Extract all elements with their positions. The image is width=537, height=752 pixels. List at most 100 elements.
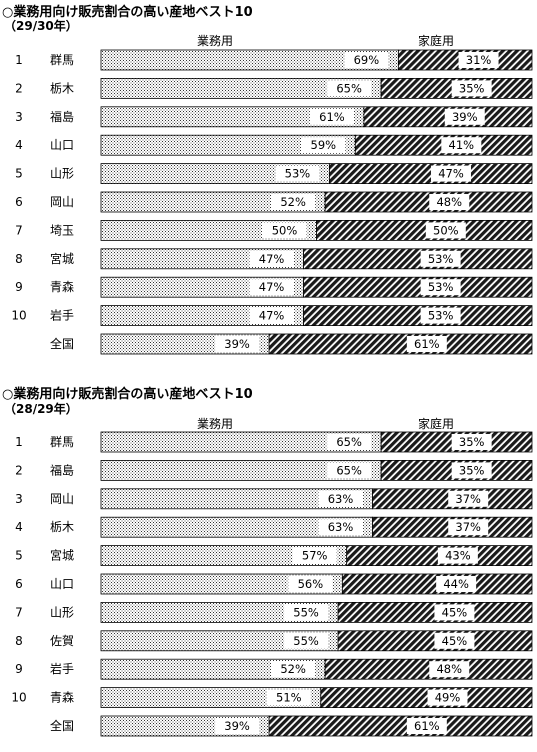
chart-1-rank-label: 9 [15, 280, 23, 294]
chart-2-business-label-bg [288, 576, 333, 592]
chart-1-business-label-bg [275, 165, 320, 182]
chart-2-household-bar [320, 687, 533, 708]
chart-2-subtitle: （28/29年） [4, 401, 78, 416]
chart-2-business-label-bg [327, 462, 372, 479]
chart-1-business-label-bg [327, 80, 372, 97]
chart-2-category-label: 栃木 [50, 520, 74, 534]
chart-2-household-value-label: 37% [455, 492, 481, 506]
chart-1-household-label-bg [425, 222, 466, 239]
chart-2-household-value-label: 37% [455, 520, 481, 534]
chart-2-rank-label: 3 [15, 492, 23, 506]
chart-2-row: 5 宮城 57% 43% [15, 545, 533, 566]
chart-1-household-bar [303, 276, 533, 298]
chart-2-title: ○業務用向け販売割合の高い産地ベスト10 [2, 386, 253, 402]
chart-2-business-value-label: 63% [328, 520, 354, 534]
chart-1-category-label: 埼玉 [50, 223, 74, 237]
chart-2-household-label-bg [451, 462, 492, 479]
chart-2-row: 10 青森 51% 49% [11, 687, 533, 708]
chart-1-household-label-bg [420, 250, 461, 267]
chart-2-row: 2 福島 65% 35% [15, 459, 533, 481]
chart-1-category-label: 岡山 [50, 195, 74, 209]
chart-1-household-label-bg [444, 108, 485, 125]
chart-1-household-label-bg [429, 194, 470, 210]
chart-1-household-bar [303, 305, 533, 327]
chart-1-category-label: 全国 [50, 336, 74, 351]
chart-2-household-value-label: 43% [445, 549, 471, 563]
chart-2-business-value-label: 51% [276, 691, 302, 705]
chart-1-household-label-bg [458, 52, 499, 68]
chart-1-business-value-label: 47% [259, 280, 285, 294]
chart-2-household-label-bg [429, 661, 470, 678]
chart-1-business-value-label: 61% [319, 110, 345, 124]
chart-2-rank-label: 10 [11, 691, 26, 705]
chart-1-business-value-label: 53% [285, 167, 311, 181]
chart-1-household-value-label: 31% [466, 53, 492, 67]
chart-2-category-label: 山形 [50, 605, 74, 619]
chart-2-series-label-business: 業務用 [197, 417, 233, 431]
chart-1-title: ○業務用向け販売割合の高い産地ベスト10 [2, 4, 253, 20]
chart-1-household-bar [303, 248, 533, 270]
chart-1-household-value-label: 48% [436, 195, 462, 209]
chart-2-rank-label: 6 [15, 577, 23, 591]
chart-2-business-value-label: 52% [280, 662, 306, 676]
chart-2-rank-label: 5 [15, 549, 23, 563]
chart-1-household-label-bg [406, 336, 447, 352]
chart-2-household-value-label: 49% [435, 691, 461, 705]
chart-2-category-label: 佐賀 [50, 634, 74, 648]
chart-1-business-label-bg [249, 250, 294, 267]
chart-2-category-label: 青森 [50, 690, 74, 705]
chart-2-household-label-bg [434, 632, 475, 649]
chart-1-business-value-label: 47% [259, 252, 285, 266]
chart-2-category-label: 福島 [50, 462, 74, 477]
chart-1-rank-label: 4 [15, 138, 23, 152]
chart-2-business-value-label: 63% [328, 492, 354, 506]
chart-1-household-value-label: 47% [438, 167, 464, 181]
chart-1-business-value-label: 65% [336, 81, 362, 95]
chart-1-rank-label: 8 [15, 252, 23, 266]
chart-2-household-label-bg [427, 689, 468, 706]
chart-2-row: 8 佐賀 55% 45% [15, 630, 533, 652]
chart-1-row: 3 福島 61% 39% [15, 106, 533, 128]
chart-1-row: 9 青森 47% 53% [15, 276, 533, 298]
chart-2-household-label-bg [437, 547, 478, 564]
chart-2-business-label-bg [266, 689, 311, 706]
chart-1: ○業務用向け販売割合の高い産地ベスト10（29/30年） 業務用 家庭用 1 群馬 69%… [2, 4, 533, 355]
chart-1-household-label-bg [420, 307, 461, 324]
chart-1-rank-label: 6 [15, 195, 23, 209]
chart-2-row: 7 山形 55% 45% [15, 602, 533, 623]
chart-2-rank-label: 1 [15, 435, 23, 449]
chart-2-category-label: 山口 [50, 577, 74, 591]
chart-2-household-label-bg [406, 718, 447, 734]
chart-1-household-label-bg [430, 165, 471, 182]
chart-2-rank-label: 7 [15, 605, 23, 619]
chart-2-rank-label: 4 [15, 520, 23, 534]
chart-2-business-value-label: 55% [293, 605, 319, 619]
chart-1-household-value-label: 53% [428, 280, 454, 294]
chart-1-household-value-label: 41% [449, 138, 475, 152]
chart-1-business-label-bg [249, 307, 294, 324]
chart-2-business-value-label: 55% [293, 634, 319, 648]
chart-1-category-label: 岩手 [50, 308, 74, 323]
chart-1-series-label-household: 家庭用 [418, 33, 454, 48]
chart-2-household-label-bg [434, 604, 475, 621]
chart-2-business-label-bg [284, 604, 329, 621]
chart-1-household-value-label: 35% [459, 81, 485, 95]
chart-1-rank-label: 1 [15, 53, 23, 67]
chart-1-rank-label: 5 [15, 167, 23, 181]
chart-1-rank-label: 3 [15, 110, 23, 124]
chart-2-business-value-label: 56% [298, 577, 324, 591]
chart-1-row: 4 山口 59% 41% [15, 134, 533, 156]
chart-2: ○業務用向け販売割合の高い産地ベスト10（28/29年） 業務用 家庭用 1 群馬 65%… [2, 386, 533, 737]
chart-2-rank-label: 2 [15, 463, 23, 477]
chart-2-household-value-label: 45% [442, 605, 468, 619]
chart-2-row: 6 山口 56% 44% [15, 573, 533, 595]
chart-2-category-label: 群馬 [50, 435, 74, 449]
chart-2-rank-label: 9 [15, 662, 23, 676]
chart-2-category-label: 岡山 [50, 492, 74, 506]
chart-2-business-label-bg [284, 632, 329, 649]
chart-1-household-label-bg [441, 137, 482, 154]
chart-1-row: 8 宮城 47% 53% [15, 248, 533, 270]
chart-2-category-label: 宮城 [50, 548, 74, 563]
chart-1-category-label: 群馬 [50, 53, 74, 67]
chart-2-household-value-label: 35% [459, 435, 485, 449]
